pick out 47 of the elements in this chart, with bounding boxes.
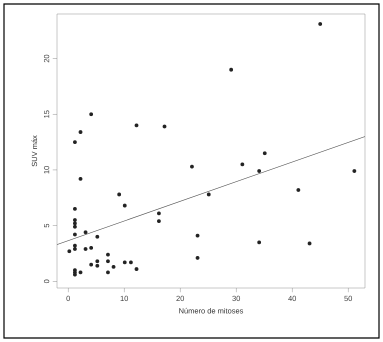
point [73,218,77,222]
point [73,140,77,144]
point [89,246,94,250]
point [257,240,262,244]
point [134,267,138,271]
point [190,164,194,168]
point [122,260,127,264]
point [106,270,110,274]
point [73,207,77,211]
point [162,124,166,128]
point [89,262,94,267]
point [229,68,234,72]
point [73,244,77,248]
point [157,219,161,224]
point [129,260,133,264]
point [73,232,77,236]
point [308,242,312,246]
point [78,270,82,274]
point [206,192,211,196]
point [106,252,110,256]
point [117,192,122,196]
point [73,224,77,229]
point [352,169,356,173]
point [84,230,88,234]
point [106,259,110,264]
point [73,272,77,277]
point [78,176,82,181]
point [73,247,77,251]
point [78,130,82,134]
point [112,264,116,269]
point [89,112,94,116]
point [122,204,127,208]
point [73,222,77,226]
point [240,162,244,166]
point [196,234,200,238]
point [262,151,267,156]
point [157,211,161,216]
point [95,264,100,268]
point [318,22,322,26]
point [84,247,88,251]
point [95,234,100,239]
point [95,259,100,264]
point [196,256,200,260]
point [134,123,138,128]
point [257,169,262,173]
point [296,188,300,192]
point [67,249,72,254]
